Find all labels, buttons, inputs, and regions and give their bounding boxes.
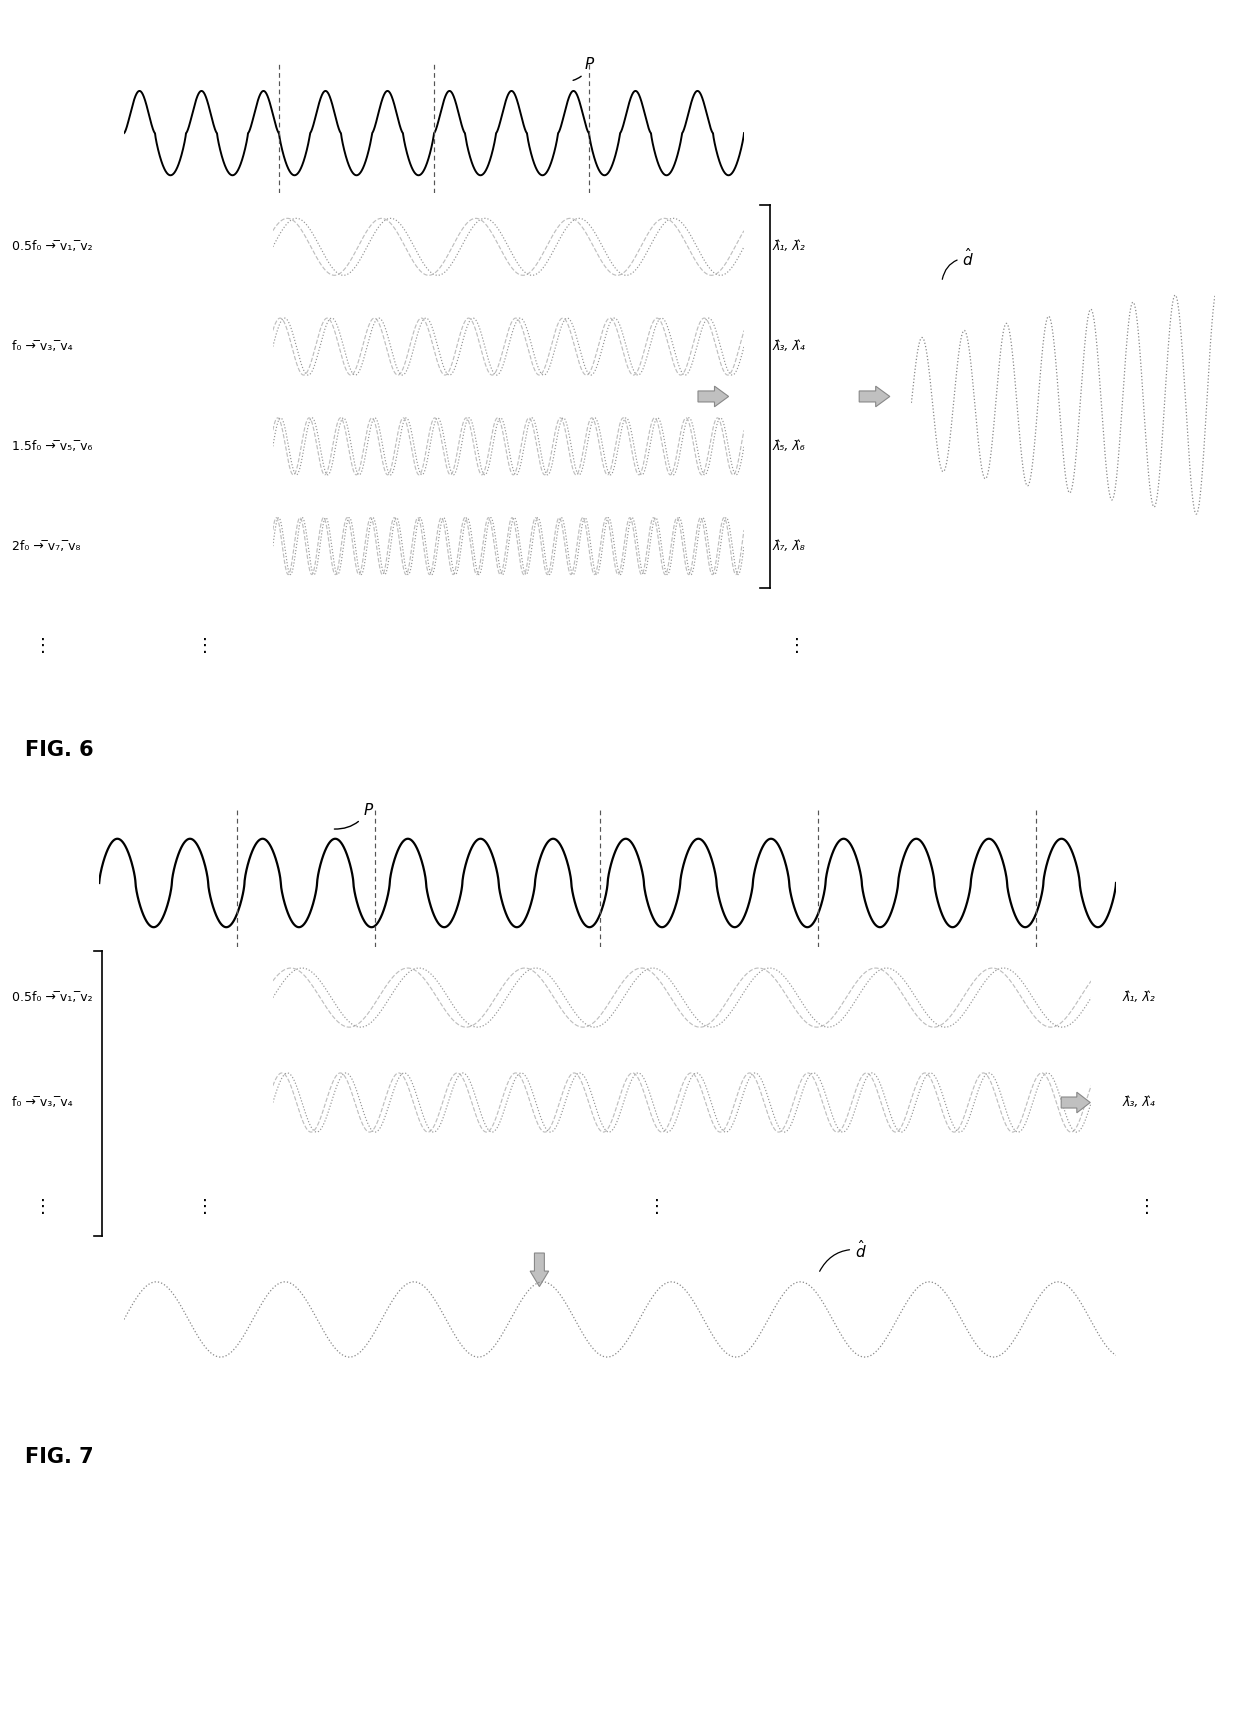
Text: ⋮: ⋮	[196, 1199, 213, 1216]
Text: ⋮: ⋮	[649, 1199, 666, 1216]
Text: f₀ → ̅v₃, ̅v₄: f₀ → ̅v₃, ̅v₄	[12, 1096, 73, 1109]
Text: λ̂₇, λ̂₈: λ̂₇, λ̂₈	[773, 540, 805, 552]
Text: ⋮: ⋮	[35, 1199, 52, 1216]
Text: λ̂₁, λ̂₂: λ̂₁, λ̂₂	[1122, 991, 1154, 1004]
Text: λ̂₃, λ̂₄: λ̂₃, λ̂₄	[1122, 1096, 1154, 1109]
FancyArrow shape	[859, 387, 890, 408]
Text: 0.5f₀ → ̅v₁, ̅v₂: 0.5f₀ → ̅v₁, ̅v₂	[12, 241, 93, 253]
FancyArrow shape	[531, 1254, 548, 1287]
Text: λ̂₁, λ̂₂: λ̂₁, λ̂₂	[773, 241, 805, 253]
Text: ⋮: ⋮	[789, 636, 806, 655]
Text: FIG. 6: FIG. 6	[25, 741, 93, 760]
Text: ⋮: ⋮	[35, 636, 52, 655]
Text: λ̂₅, λ̂₆: λ̂₅, λ̂₆	[773, 440, 805, 452]
FancyArrow shape	[1061, 1092, 1090, 1113]
Text: P: P	[573, 57, 594, 81]
FancyArrow shape	[698, 387, 729, 408]
Text: 2f₀ → ̅v₇, ̅v₈: 2f₀ → ̅v₇, ̅v₈	[12, 540, 81, 552]
Text: 1.5f₀ → ̅v₅, ̅v₆: 1.5f₀ → ̅v₅, ̅v₆	[12, 440, 93, 452]
Text: λ̂₃, λ̂₄: λ̂₃, λ̂₄	[773, 341, 805, 353]
Text: f₀ → ̅v₃, ̅v₄: f₀ → ̅v₃, ̅v₄	[12, 341, 73, 353]
Text: ⋮: ⋮	[196, 636, 213, 655]
Text: $\hat{d}$: $\hat{d}$	[942, 246, 975, 279]
Text: 0.5f₀ → ̅v₁, ̅v₂: 0.5f₀ → ̅v₁, ̅v₂	[12, 991, 93, 1004]
Text: FIG. 7: FIG. 7	[25, 1448, 93, 1467]
Text: ⋮: ⋮	[1138, 1199, 1156, 1216]
Text: $\hat{d}$: $\hat{d}$	[820, 1238, 867, 1271]
Text: P: P	[335, 803, 372, 829]
